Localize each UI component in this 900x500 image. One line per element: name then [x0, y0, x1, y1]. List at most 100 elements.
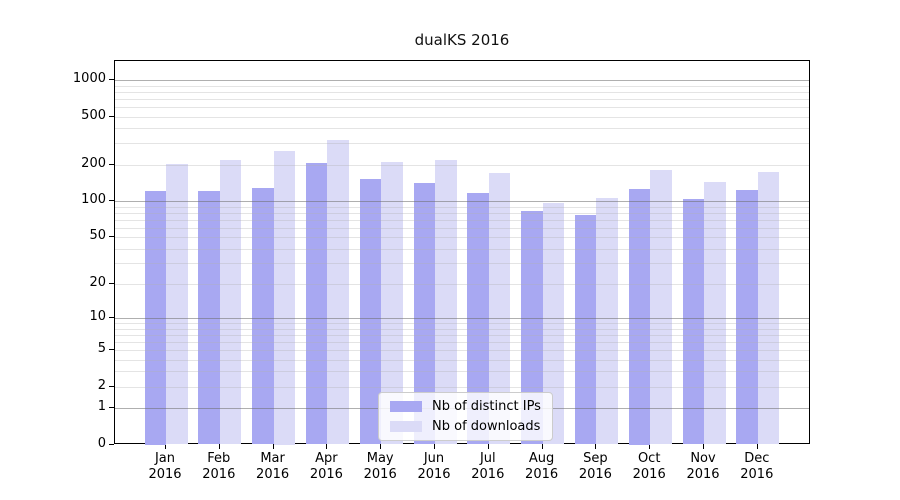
bar-ips-9 — [574, 214, 597, 445]
y-tick-label: 2 — [97, 377, 106, 393]
x-tick-mark — [434, 443, 435, 449]
x-tick-mark — [218, 443, 220, 449]
bar-downloads-7 — [488, 173, 511, 445]
legend-item-downloads: Nb of downloads — [390, 419, 541, 434]
minor-gridline — [115, 263, 809, 265]
x-tick-mark — [380, 443, 382, 449]
legend-label-downloads: Nb of downloads — [432, 419, 541, 434]
x-tick-label: Oct 2016 — [632, 450, 666, 483]
bar-downloads-11 — [704, 182, 726, 445]
bar-ips-8 — [521, 210, 543, 445]
x-tick-mark — [326, 443, 328, 449]
x-tick-label: Mar 2016 — [256, 450, 290, 483]
x-tick-label: Jul 2016 — [471, 450, 505, 483]
plot-area: Nb of distinct IPs Nb of downloads — [114, 60, 810, 445]
bar-ips-2 — [198, 191, 220, 445]
minor-gridline — [115, 371, 809, 373]
minor-gridline — [115, 219, 809, 221]
y-tick-label: 5 — [97, 341, 106, 356]
y-tick-label: 500 — [81, 107, 106, 123]
y-tick-mark — [109, 443, 114, 445]
y-tick-label: 1 — [97, 398, 106, 414]
minor-gridline — [115, 350, 809, 351]
major-gridline — [115, 79, 809, 81]
bar-downloads-9 — [596, 198, 618, 445]
x-tick-mark — [541, 443, 543, 449]
major-gridline — [115, 201, 809, 202]
minor-gridline — [115, 98, 809, 100]
bar-ips-10 — [628, 188, 651, 445]
bar-downloads-8 — [542, 202, 565, 445]
bar-downloads-5 — [381, 161, 403, 445]
legend: Nb of distinct IPs Nb of downloads — [378, 392, 553, 441]
y-tick-label: 50 — [89, 228, 106, 243]
y-tick-label: 10 — [89, 309, 106, 324]
y-tick-mark — [109, 406, 114, 408]
major-gridline — [115, 318, 809, 319]
minor-gridline — [115, 227, 809, 229]
minor-gridline — [115, 143, 809, 145]
minor-gridline — [115, 206, 809, 208]
minor-gridline — [115, 328, 809, 330]
bar-ips-1 — [144, 191, 166, 445]
x-tick-mark — [756, 443, 758, 449]
y-tick-mark — [109, 385, 114, 387]
minor-gridline — [115, 85, 809, 87]
legend-swatch-distinct-ips — [390, 401, 422, 412]
x-tick-mark — [595, 443, 597, 449]
y-tick-label: 0 — [97, 435, 106, 451]
x-tick-label: Jan 2016 — [148, 450, 182, 483]
minor-gridline — [115, 106, 809, 108]
bar-downloads-6 — [435, 160, 457, 445]
minor-gridline — [115, 91, 809, 93]
x-tick-label: Aug 2016 — [525, 450, 559, 483]
y-tick-mark — [109, 200, 114, 201]
bar-downloads-3 — [273, 150, 296, 445]
minor-gridline — [115, 323, 809, 324]
y-tick-mark — [109, 349, 114, 350]
bar-downloads-2 — [219, 160, 242, 445]
x-tick-label: Jun 2016 — [417, 450, 451, 483]
x-tick-mark — [272, 443, 274, 449]
y-tick-label: 100 — [81, 192, 106, 207]
bar-ips-6 — [413, 183, 435, 445]
minor-gridline — [115, 248, 809, 250]
bar-downloads-10 — [650, 170, 672, 445]
y-tick-mark — [109, 236, 114, 237]
x-tick-label: May 2016 — [363, 450, 397, 483]
bar-ips-4 — [305, 162, 328, 445]
minor-gridline — [115, 334, 809, 336]
minor-gridline — [115, 386, 809, 388]
y-tick-label: 20 — [89, 274, 106, 290]
minor-gridline — [115, 359, 809, 361]
bar-ips-3 — [252, 188, 274, 445]
y-tick-mark — [109, 317, 114, 318]
bar-ips-12 — [736, 190, 758, 445]
minor-gridline — [115, 237, 809, 238]
y-tick-label: 1000 — [72, 70, 106, 86]
bar-ips-11 — [682, 198, 704, 445]
x-tick-mark — [703, 443, 704, 449]
bar-downloads-1 — [166, 163, 188, 445]
y-tick-label: 200 — [81, 155, 106, 171]
chart-title: dualKS 2016 — [414, 31, 510, 49]
bar-downloads-12 — [757, 171, 780, 445]
minor-gridline — [115, 341, 809, 343]
minor-gridline — [115, 212, 809, 214]
y-tick-mark — [109, 115, 114, 117]
minor-gridline — [115, 164, 809, 166]
x-tick-mark — [165, 443, 166, 449]
y-tick-mark — [109, 163, 114, 165]
y-tick-mark — [109, 282, 114, 284]
legend-swatch-downloads — [390, 421, 422, 432]
x-tick-mark — [649, 443, 651, 449]
x-tick-label: Sep 2016 — [578, 450, 612, 483]
x-tick-label: Dec 2016 — [740, 450, 774, 483]
x-tick-label: Feb 2016 — [202, 450, 236, 483]
y-tick-mark — [109, 78, 114, 80]
x-tick-label: Apr 2016 — [309, 450, 343, 483]
bar-downloads-4 — [327, 140, 349, 445]
minor-gridline — [115, 116, 809, 118]
minor-gridline — [115, 128, 809, 130]
